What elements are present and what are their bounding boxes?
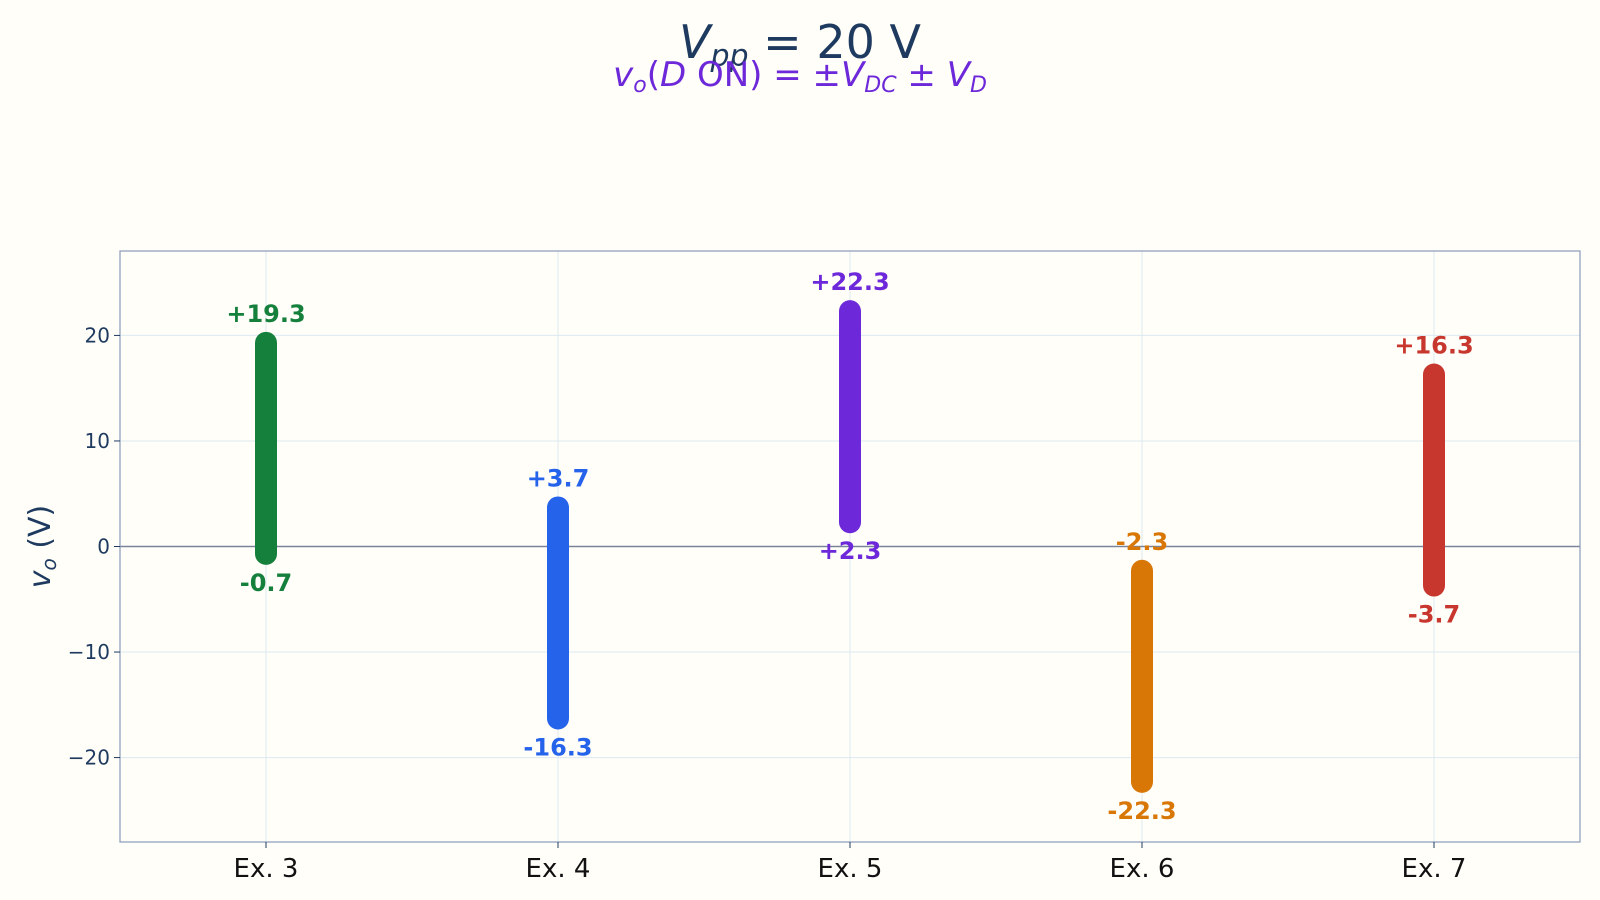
x-tick-label: Ex. 7 [1402, 854, 1467, 884]
y-tick-label: −20 [68, 746, 110, 770]
y-tick-label: 0 [97, 535, 110, 559]
range-low-label: -0.7 [240, 569, 292, 597]
range-low-label: -22.3 [1107, 797, 1176, 825]
range-high-label: +19.3 [226, 300, 305, 328]
range-high-label: +22.3 [810, 268, 889, 296]
y-tick-label: −10 [68, 640, 110, 664]
x-tick-label: Ex. 3 [234, 854, 299, 884]
x-tick-label: Ex. 4 [526, 854, 591, 884]
y-tick-label: 10 [85, 429, 110, 453]
range-low-label: -3.7 [1408, 601, 1460, 629]
y-tick-label: 20 [85, 323, 110, 347]
range-low-label: +2.3 [819, 537, 882, 565]
range-high-label: +3.7 [527, 464, 590, 492]
x-tick-label: Ex. 6 [1110, 854, 1175, 884]
x-tick-label: Ex. 5 [818, 854, 883, 884]
y-axis-label: vo (V) [23, 505, 61, 588]
chart-title: Vpp = 20 V [679, 15, 922, 74]
range-low-label: -16.3 [523, 734, 592, 762]
range-high-label: +16.3 [1394, 331, 1473, 359]
chart-subtitle: vo(D ON) = ±VDC ± VD [613, 55, 987, 98]
plot-area: 20 10 0 −10 −20 Ex. 3 Ex. 4 Ex. 5 Ex. 6 Ex. 7 vo (… [23, 250, 1581, 884]
range-high-label: -2.3 [1116, 528, 1168, 556]
